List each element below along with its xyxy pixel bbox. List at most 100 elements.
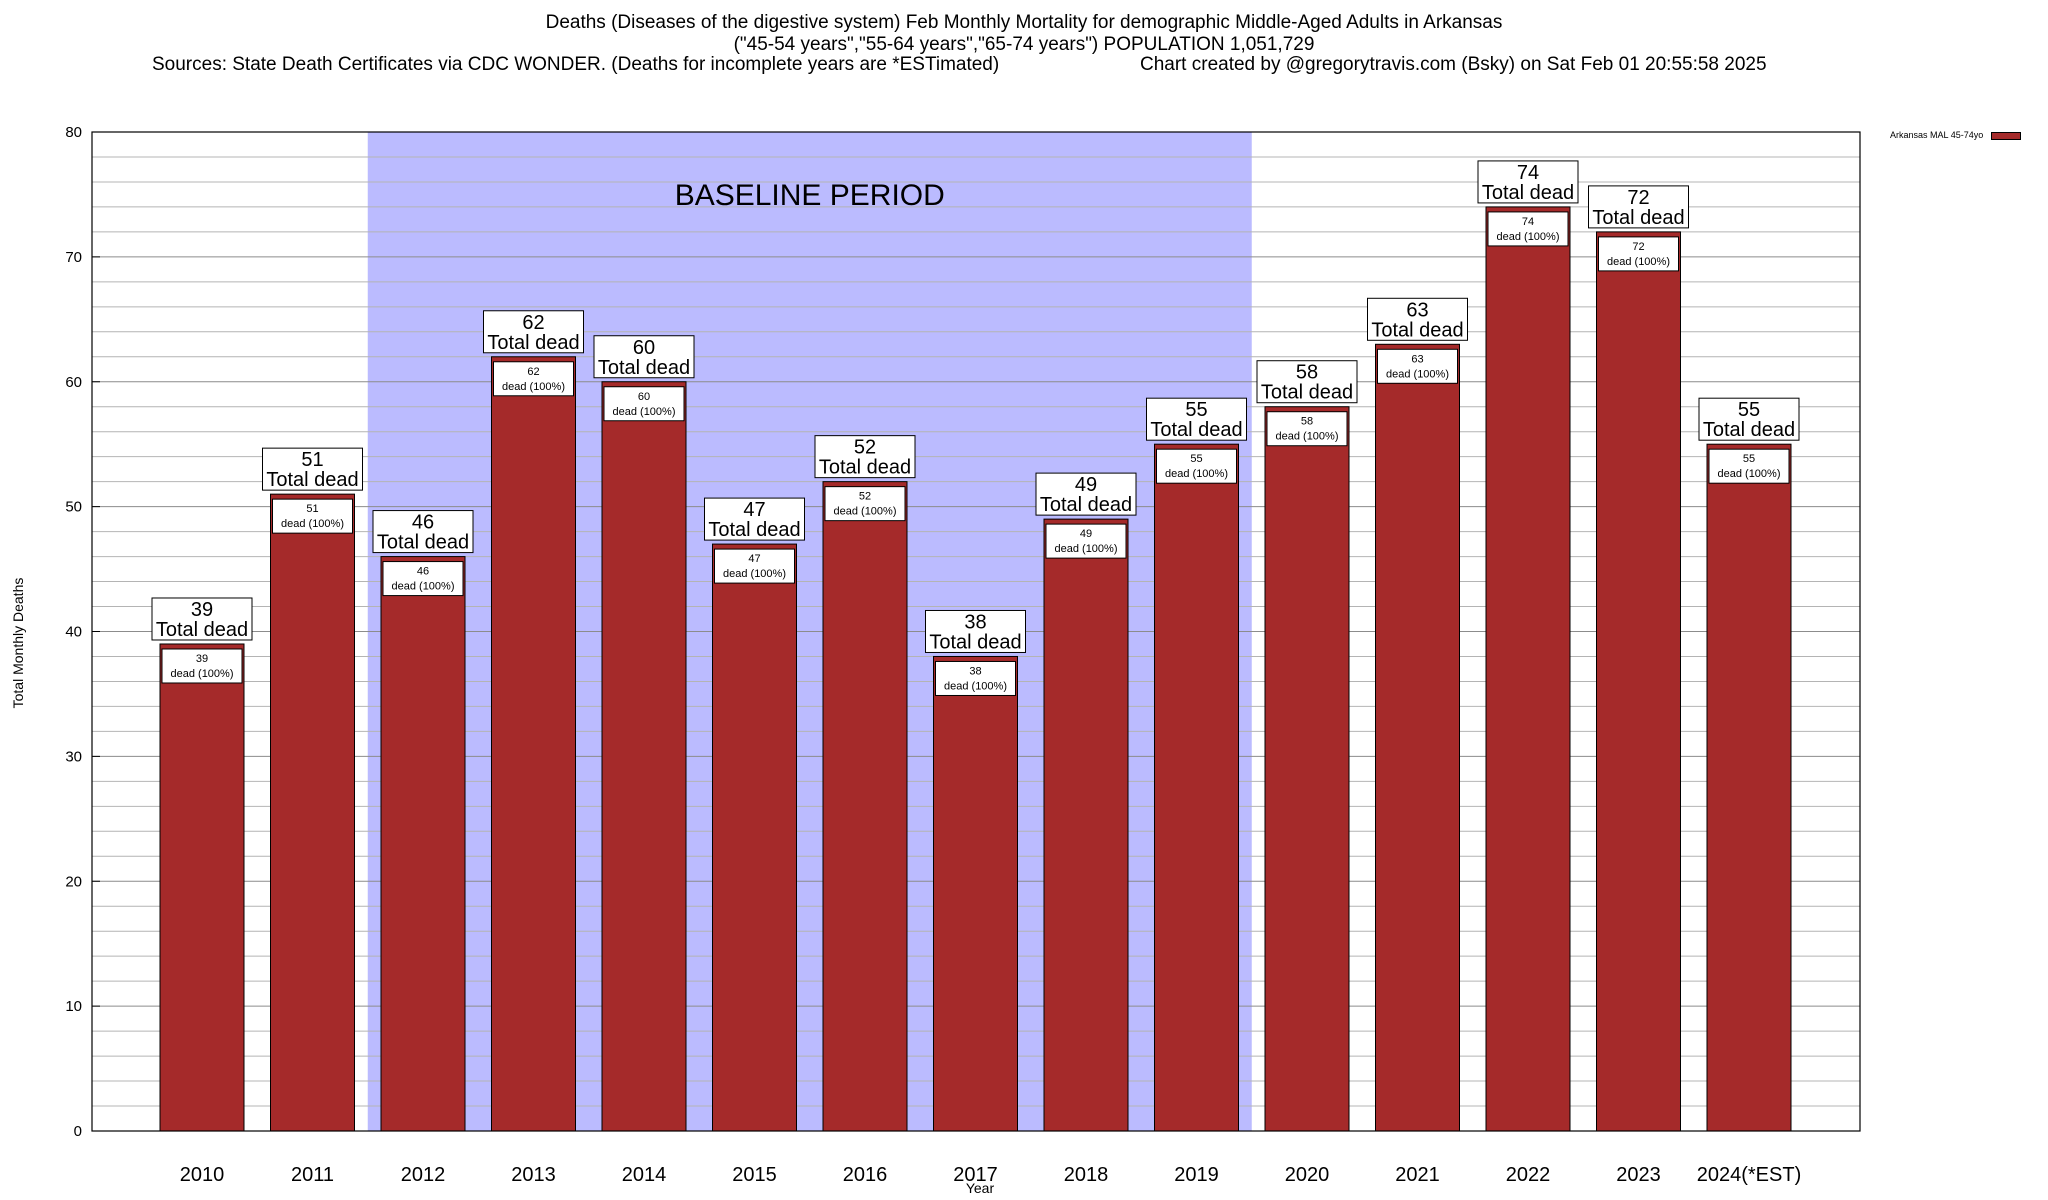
inner-dead-label: dead (100%) [834,506,897,518]
inner-value-label: 39 [196,653,208,665]
callout-box [1698,397,1800,441]
bar [712,543,797,1132]
y-tick-label: 60 [65,374,82,391]
inner-value-label: 60 [638,391,650,403]
callout-box [704,497,805,541]
inner-value-label: 58 [1301,416,1313,428]
y-tick-label: 0 [74,1123,82,1140]
y-tick-label: 50 [65,499,82,516]
bar-value-label: 58 [1296,362,1318,384]
callout-box [151,597,253,641]
y-tick-label: 30 [65,748,82,765]
callout-box [1477,160,1579,204]
bar-total-dead-label: Total dead [1592,207,1684,229]
x-tick-label: 2018 [1064,1164,1109,1186]
inner-value-label: 47 [748,553,760,565]
inner-value-label: 51 [306,503,318,515]
bar-total-dead-label: Total dead [929,631,1021,653]
inner-label-box [1708,448,1790,484]
x-tick-label: 2010 [180,1164,225,1186]
legend-swatch [1991,131,2022,140]
bar [1706,443,1792,1132]
inner-label-box [603,386,685,422]
x-tick-label: 2013 [511,1164,556,1186]
callout-box [1588,185,1689,229]
bar-total-dead-label: Total dead [708,519,800,541]
bar [1154,443,1239,1132]
x-tick-label: 2024(*EST) [1697,1164,1802,1186]
bar-value-label: 38 [964,611,986,633]
callout-box [262,447,363,491]
bar [1375,343,1460,1132]
callout-box [593,335,695,379]
inner-value-label: 49 [1080,528,1092,540]
inner-label-box [714,548,795,584]
legend-label: Arkansas MAL 45-74yo [1890,130,1984,140]
bar [491,356,576,1132]
bar-value-label: 47 [743,499,765,521]
bar-total-dead-label: Total dead [266,469,358,491]
bar-total-dead-label: Total dead [1482,182,1574,204]
bar-value-label: 52 [854,437,876,459]
bar-total-dead-label: Total dead [598,357,690,379]
callout-box [1146,397,1247,441]
bar-total-dead-label: Total dead [1703,419,1795,441]
inner-value-label: 72 [1632,241,1644,253]
bar [1043,518,1129,1132]
inner-label-box [272,498,353,534]
chart-title: Deaths (Diseases of the digestive system… [545,12,1503,33]
y-tick-label: 20 [65,873,82,890]
bar [822,481,908,1132]
inner-label-box [1045,523,1127,559]
bar-value-label: 46 [412,512,434,534]
y-axis-label: Total Monthly Deaths [10,577,26,709]
inner-dead-label: dead (100%) [392,581,455,593]
inner-value-label: 46 [417,566,429,578]
inner-label-box [1598,236,1679,272]
inner-label-box [935,660,1016,696]
y-tick-label: 80 [65,124,82,141]
bar-total-dead-label: Total dead [1040,494,1132,516]
inner-value-label: 74 [1522,216,1534,228]
bar-total-dead-label: Total dead [819,457,911,479]
inner-value-label: 38 [969,665,981,677]
x-tick-label: 2019 [1174,1164,1219,1186]
bar [1264,406,1350,1132]
callout-box [1256,360,1358,404]
inner-dead-label: dead (100%) [1718,468,1781,480]
x-axis-label: Year [965,1180,995,1196]
x-tick-label: 2016 [843,1164,888,1186]
bar-total-dead-label: Total dead [1261,382,1353,404]
inner-label-box [1377,348,1458,384]
bar [270,493,355,1132]
x-tick-label: 2012 [401,1164,446,1186]
bar-total-dead-label: Total dead [377,532,469,554]
inner-dead-label: dead (100%) [1165,468,1228,480]
inner-label-box [1156,448,1237,484]
callout-box [1035,472,1137,516]
y-tick-label: 70 [65,249,82,266]
bar-value-label: 55 [1738,399,1760,421]
inner-value-label: 55 [1743,453,1755,465]
inner-dead-label: dead (100%) [944,680,1007,692]
callout-box [372,510,474,554]
x-tick-label: 2015 [732,1164,777,1186]
bar-value-label: 49 [1075,474,1097,496]
y-tick-label: 40 [65,624,82,641]
chart-subtitle: ("45-54 years","55-64 years","65-74 year… [733,34,1315,55]
inner-dead-label: dead (100%) [613,406,676,418]
callout-box [483,310,584,354]
bar-value-label: 55 [1185,399,1207,421]
x-tick-label: 2014 [622,1164,667,1186]
bar-value-label: 72 [1627,187,1649,209]
bar-total-dead-label: Total dead [487,332,579,354]
inner-label-box [161,648,243,684]
callout-box [1367,297,1468,341]
callout-box [925,609,1026,653]
bar-total-dead-label: Total dead [1150,419,1242,441]
bar-total-dead-label: Total dead [1371,319,1463,341]
callout-box [814,435,916,479]
sources-note: Sources: State Death Certificates via CD… [152,54,1000,75]
inner-value-label: 55 [1190,453,1202,465]
